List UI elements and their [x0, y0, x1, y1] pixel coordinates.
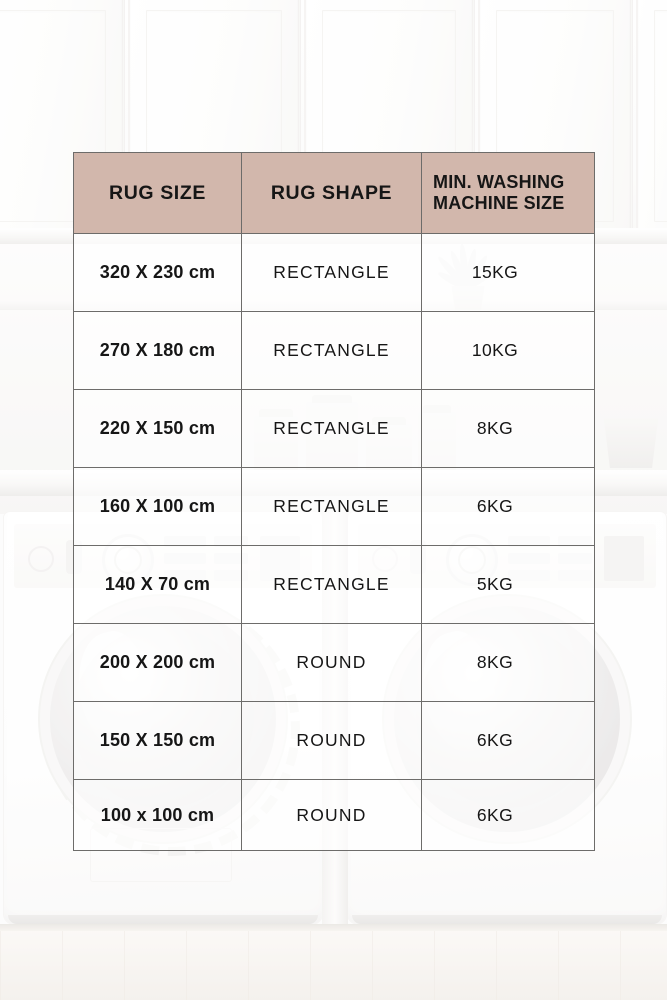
- cell-rug-size: 220 X 150 cm: [73, 389, 242, 468]
- rug-size-guide-table: RUG SIZE RUG SHAPE MIN. WASHING MACHINE …: [73, 152, 595, 851]
- cell-rug-shape: RECTANGLE: [241, 311, 422, 390]
- header-row: RUG SIZE RUG SHAPE MIN. WASHING MACHINE …: [73, 152, 595, 234]
- cabinet-door: [636, 0, 667, 232]
- cell-machine-size: 6KG: [421, 779, 595, 851]
- brand-logo-icon: [28, 546, 54, 572]
- table-row: 200 X 200 cm ROUND 8KG: [73, 623, 595, 702]
- cell-machine-size: 8KG: [421, 389, 595, 468]
- cabinet-gap: [122, 0, 125, 232]
- cabinet-gap: [472, 0, 475, 232]
- table-row: 100 x 100 cm ROUND 6KG: [73, 779, 595, 851]
- column-header-machine-size: MIN. WASHING MACHINE SIZE: [421, 152, 595, 234]
- wood-floor: [0, 924, 667, 1000]
- cell-machine-size: 6KG: [421, 467, 595, 546]
- table-row: 160 X 100 cm RECTANGLE 6KG: [73, 467, 595, 546]
- table-body: 320 X 230 cm RECTANGLE 15KG 270 X 180 cm…: [73, 233, 595, 851]
- cell-machine-size: 5KG: [421, 545, 595, 624]
- cell-rug-size: 270 X 180 cm: [73, 311, 242, 390]
- cabinet-gap: [298, 0, 301, 232]
- cell-rug-shape: ROUND: [241, 701, 422, 780]
- cell-rug-shape: RECTANGLE: [241, 389, 422, 468]
- cell-rug-shape: RECTANGLE: [241, 467, 422, 546]
- cell-machine-size: 15KG: [421, 233, 595, 312]
- cell-machine-size: 8KG: [421, 623, 595, 702]
- cell-rug-shape: ROUND: [241, 779, 422, 851]
- table-row: 220 X 150 cm RECTANGLE 8KG: [73, 389, 595, 468]
- cell-rug-shape: ROUND: [241, 623, 422, 702]
- cell-rug-size: 140 X 70 cm: [73, 545, 242, 624]
- cell-rug-size: 200 X 200 cm: [73, 623, 242, 702]
- cell-rug-size: 100 x 100 cm: [73, 779, 242, 851]
- cell-rug-size: 150 X 150 cm: [73, 701, 242, 780]
- cell-rug-size: 160 X 100 cm: [73, 467, 242, 546]
- cell-machine-size: 6KG: [421, 701, 595, 780]
- cell-machine-size: 10KG: [421, 311, 595, 390]
- column-header-rug-shape: RUG SHAPE: [241, 152, 422, 234]
- laundry-basket: [603, 418, 659, 468]
- cell-rug-size: 320 X 230 cm: [73, 233, 242, 312]
- table-row: 320 X 230 cm RECTANGLE 15KG: [73, 233, 595, 312]
- cell-rug-shape: RECTANGLE: [241, 233, 422, 312]
- table-header: RUG SIZE RUG SHAPE MIN. WASHING MACHINE …: [73, 152, 595, 234]
- column-header-rug-size: RUG SIZE: [73, 152, 242, 234]
- table-row: 150 X 150 cm ROUND 6KG: [73, 701, 595, 780]
- cell-rug-shape: RECTANGLE: [241, 545, 422, 624]
- table-row: 270 X 180 cm RECTANGLE 10KG: [73, 311, 595, 390]
- cabinet-gap: [630, 0, 633, 232]
- table-row: 140 X 70 cm RECTANGLE 5KG: [73, 545, 595, 624]
